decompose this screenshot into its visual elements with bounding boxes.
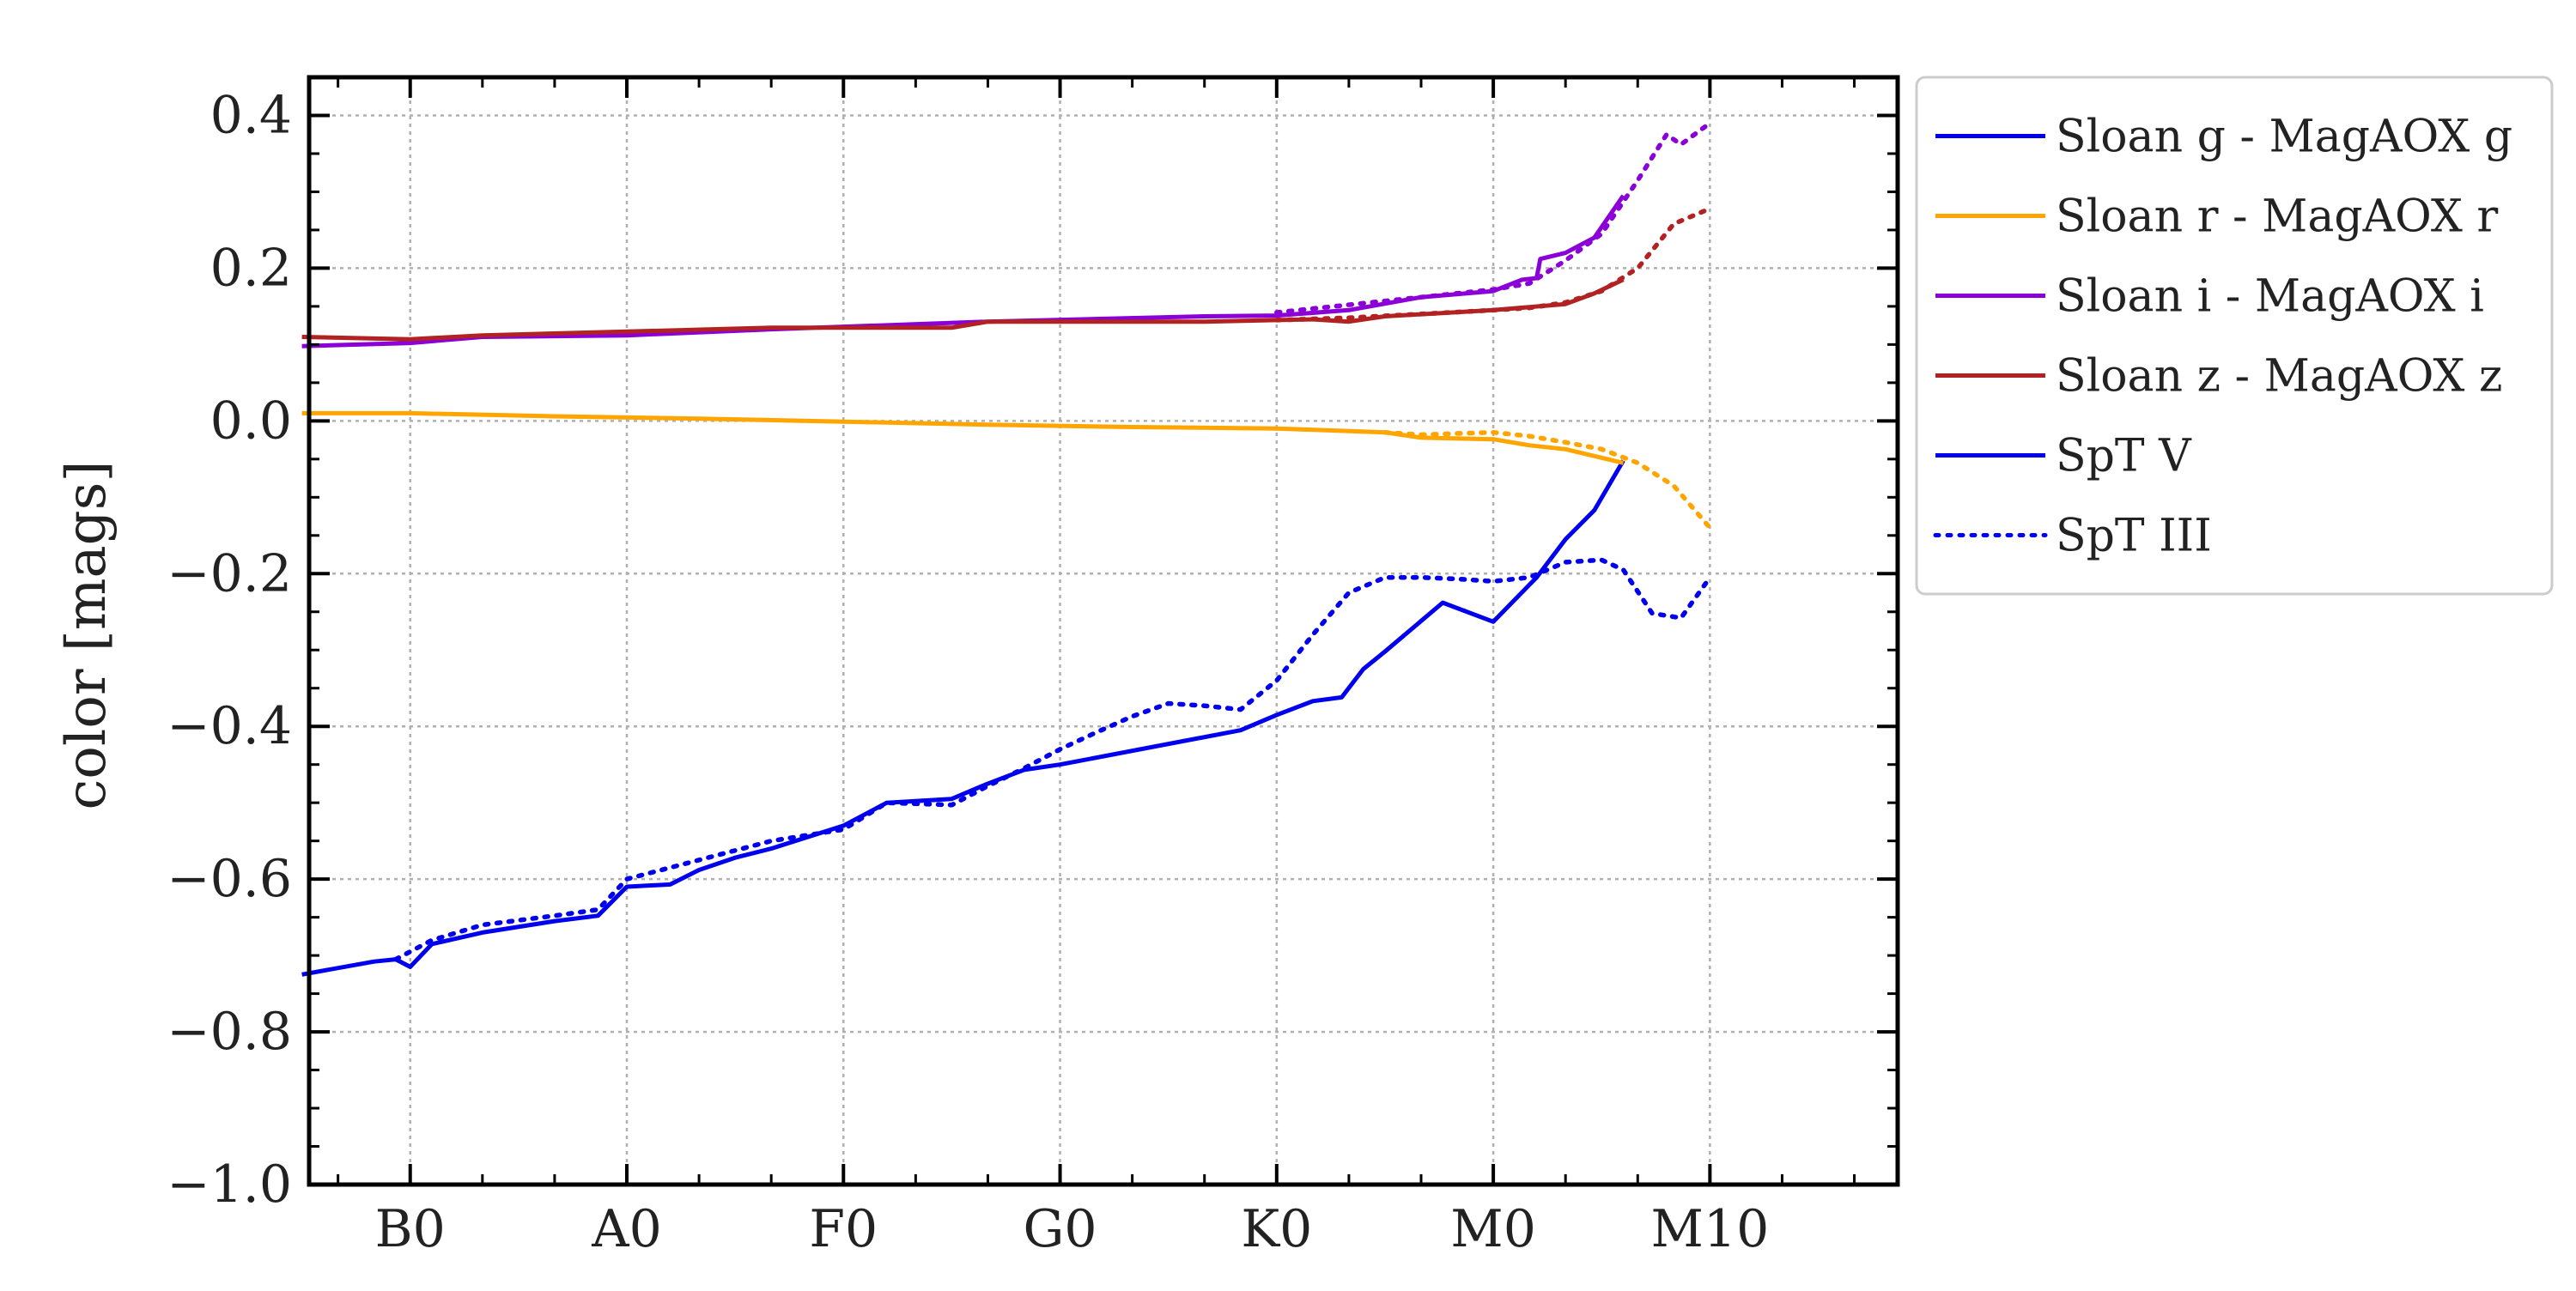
legend-label: SpT III: [2056, 511, 2212, 562]
y-axis-title: color [mags]: [55, 461, 118, 810]
series-layer: [301, 120, 1713, 977]
legend: Sloan g - MagAOX g Sloan r - MagAOX r Sloa…: [1915, 76, 2554, 596]
series-line-g-v: [301, 459, 1625, 977]
x-tick-label: M10: [1650, 1199, 1769, 1259]
y-tick-label: −0.4: [167, 696, 292, 756]
y-tick-label: 0.4: [210, 85, 292, 145]
series-line-r-iii: [1382, 429, 1713, 530]
y-tick-label: −0.6: [167, 849, 292, 909]
legend-label: Sloan i - MagAOX i: [2056, 271, 2484, 323]
legend-label: Sloan r - MagAOX r: [2056, 191, 2498, 243]
legend-label: Sloan g - MagAOX g: [2056, 112, 2512, 163]
plot-frame: [307, 75, 1900, 1187]
x-tick-label: K0: [1241, 1199, 1312, 1259]
y-tick-label: 0.2: [210, 238, 292, 298]
y-tick-label: 0.0: [210, 391, 292, 451]
legend-label: SpT V: [2056, 431, 2192, 482]
x-tick-label: M0: [1450, 1199, 1536, 1259]
x-tick-label: G0: [1023, 1199, 1097, 1259]
x-tick-label: F0: [809, 1199, 878, 1259]
ticks-layer: B0 A0 F0 G0 K0 M0 M10 0.4 0.2 0.0 −0.2 −0.4 −0.6 −0.8…: [167, 77, 1898, 1259]
legend-label: Sloan z - MagAOX z: [2056, 351, 2502, 403]
series-line-z-v: [301, 277, 1625, 342]
series-line-i-iii: [1274, 120, 1713, 315]
x-tick-label: A0: [591, 1199, 662, 1259]
series-line-g-iii: [393, 557, 1713, 962]
x-tick-label: B0: [375, 1199, 446, 1259]
y-tick-label: −0.2: [167, 543, 292, 603]
y-tick-label: −0.8: [167, 1002, 292, 1062]
series-line-r-v: [301, 410, 1625, 465]
series-line-z-iii: [1274, 206, 1713, 323]
y-tick-label: −1.0: [167, 1155, 292, 1215]
axes-layer: [307, 75, 1900, 1187]
legend-box: [1915, 76, 2554, 596]
grid-layer: [309, 77, 1898, 1186]
series-line-i-v: [301, 194, 1625, 349]
